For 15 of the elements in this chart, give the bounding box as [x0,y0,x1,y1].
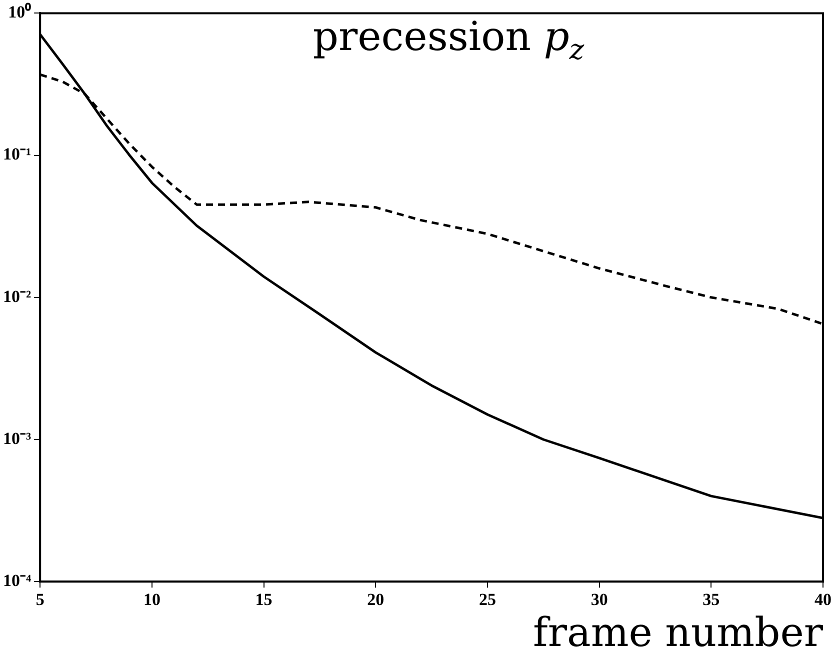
y-tick-label: 10⁻¹ [2,144,32,164]
y-tick-label: 10⁻² [2,286,32,306]
x-tick-label: 15 [255,590,272,610]
x-tick-label: 20 [367,590,384,610]
chart-title: precession p$_{z}$ [312,14,584,66]
y-tick-label: 10⁻⁴ [2,570,32,590]
y-tick-label: 10⁰ [8,2,32,22]
x-axis-title: frame number [533,610,823,656]
x-tick-label: 5 [36,590,44,610]
x-tick-label: 35 [702,590,720,610]
x-tick-label: 40 [814,590,832,610]
y-tick-label: 10⁻³ [2,428,32,448]
x-tick-label: 30 [590,590,608,610]
x-tick-label: 10 [143,590,160,610]
x-tick-label: 25 [478,590,496,610]
